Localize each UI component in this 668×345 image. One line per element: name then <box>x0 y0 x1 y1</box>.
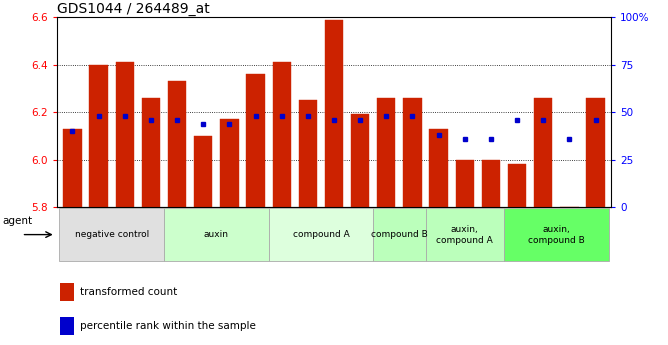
Bar <box>560 207 578 269</box>
Bar <box>587 98 605 207</box>
FancyBboxPatch shape <box>373 208 426 261</box>
Bar <box>325 20 343 207</box>
Text: compound B: compound B <box>371 230 428 239</box>
Text: auxin,
compound B: auxin, compound B <box>528 225 584 245</box>
Bar <box>220 119 238 207</box>
Text: agent: agent <box>3 216 33 226</box>
FancyBboxPatch shape <box>164 208 269 261</box>
FancyBboxPatch shape <box>504 208 609 261</box>
Bar <box>508 164 526 207</box>
Bar <box>63 129 81 207</box>
Bar <box>456 159 474 207</box>
Bar <box>403 98 422 207</box>
Bar <box>377 98 395 207</box>
Bar <box>168 81 186 207</box>
Text: negative control: negative control <box>75 230 149 239</box>
FancyBboxPatch shape <box>426 208 504 261</box>
Bar <box>60 317 74 335</box>
Bar <box>246 74 265 207</box>
Bar <box>142 98 160 207</box>
Text: auxin,
compound A: auxin, compound A <box>436 225 493 245</box>
FancyBboxPatch shape <box>59 208 164 261</box>
Bar <box>90 65 108 207</box>
Text: percentile rank within the sample: percentile rank within the sample <box>80 321 256 331</box>
Bar <box>430 129 448 207</box>
Bar <box>299 100 317 207</box>
Text: transformed count: transformed count <box>80 287 178 297</box>
Text: compound A: compound A <box>293 230 349 239</box>
Bar <box>482 159 500 207</box>
Bar <box>273 62 291 207</box>
Text: auxin: auxin <box>204 230 229 239</box>
Bar <box>194 136 212 207</box>
Bar <box>534 98 552 207</box>
Bar <box>60 283 74 301</box>
Bar <box>351 115 369 207</box>
Text: GDS1044 / 264489_at: GDS1044 / 264489_at <box>57 2 210 16</box>
FancyBboxPatch shape <box>269 208 373 261</box>
Bar <box>116 62 134 207</box>
